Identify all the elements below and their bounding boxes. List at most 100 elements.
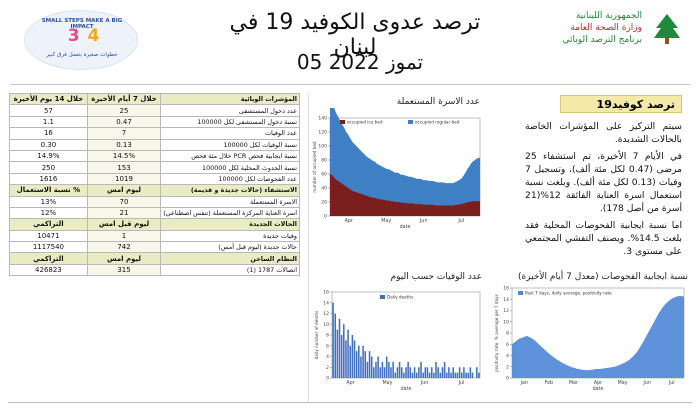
y-axis-label: positivity rate, % average per 7 days xyxy=(494,294,499,372)
death-bar xyxy=(469,367,472,378)
death-bar xyxy=(383,367,386,378)
death-bar xyxy=(332,302,334,378)
death-bar xyxy=(381,361,384,378)
summary-paragraph: في الأيام 7 الأخيرة، تم استشفاء 25 مرضى … xyxy=(525,151,682,214)
death-bar xyxy=(452,367,454,378)
death-bar xyxy=(471,372,474,378)
death-bar xyxy=(375,361,377,378)
death-bar xyxy=(407,361,409,378)
table-header-cell: ليوم امس xyxy=(86,184,162,197)
table-cell: الاسرة المستعملة xyxy=(160,195,300,208)
x-tick-label: May xyxy=(381,218,391,224)
death-bar xyxy=(343,324,345,378)
table-cell: عدد الوفيات xyxy=(160,127,300,140)
death-bar xyxy=(364,351,367,378)
positivity-chart-title: نسبة ايجابية الفحوصات (معدل 7 أيام الأخي… xyxy=(517,272,688,282)
table-header-cell: المؤشرات الوبائية xyxy=(160,92,300,106)
table-cell: 1019 xyxy=(86,172,162,186)
death-bar xyxy=(445,372,448,378)
indicators-table: المؤشرات الوبائية خلال 7 أيام الأخيرة خل… xyxy=(9,92,300,277)
death-bar xyxy=(413,367,416,378)
legend-label-regular: occupied regular bed xyxy=(415,120,460,125)
y-tick-label: 4 xyxy=(326,354,329,360)
y-tick-label: 2 xyxy=(506,364,509,370)
death-bar xyxy=(362,345,364,378)
logo-slogan-en: SMALL STEPS MAKE A BIG IMPACT xyxy=(41,18,123,30)
death-bar xyxy=(443,361,446,378)
x-tick-label: Mar xyxy=(569,380,578,386)
y-tick-label: 6 xyxy=(506,342,509,348)
x-tick-label: Jun xyxy=(420,380,429,386)
death-bar xyxy=(441,367,444,378)
y-tick-label: 120 xyxy=(318,130,327,136)
y-tick-label: 0 xyxy=(324,214,327,220)
table-header-cell: ليوم قبل امس xyxy=(86,218,162,231)
table-header-cell: % نسبة الاستعمال xyxy=(9,184,88,197)
table-row: عدد الفحوصات لكل 100000 1019 1616 xyxy=(9,172,300,186)
death-bar xyxy=(340,335,343,378)
death-bar xyxy=(336,329,339,378)
x-tick-label: May xyxy=(618,380,628,386)
table-row: اتصالات 1787 (1) 315 426823 xyxy=(9,263,300,277)
x-tick-label: Apr xyxy=(345,218,353,224)
table-cell: 1 xyxy=(86,229,162,243)
table-cell: 16 xyxy=(9,127,88,140)
legend-swatch-regular xyxy=(408,120,413,124)
death-bar xyxy=(351,335,354,378)
death-bar xyxy=(430,367,433,378)
x-tick-label: Jan xyxy=(520,380,528,386)
table-cell: 10471 xyxy=(9,229,88,243)
death-bar xyxy=(426,367,429,378)
summary-paragraph: اما نسبة ايجابية الفحوصات المحلية فقد بل… xyxy=(525,220,682,257)
table-cell: 57 xyxy=(9,104,88,117)
table-header-cell: الحالات الجديدة xyxy=(160,218,300,231)
table-cell: حالات جديدة (ليوم قبل أمس) xyxy=(160,241,300,254)
y-tick-label: 8 xyxy=(326,333,329,339)
table-cell: 14.5% xyxy=(86,149,162,163)
table-cell: وفيات جديدة xyxy=(160,229,300,243)
summary-heading: ترصد كوفيد19 xyxy=(560,95,682,113)
summary-text: سيتم التركيز على المؤشرات الخاصة بالحالا… xyxy=(525,120,682,262)
campaign-logo: SMALL STEPS MAKE A BIG IMPACT 3 4 خطوات … xyxy=(20,8,140,70)
x-tick-label: Apr xyxy=(346,380,354,386)
table-row: نسبة دخول المستشفى لكل 100000 0.47 1.1 xyxy=(9,115,300,129)
table-cell: 14.9% xyxy=(9,149,88,163)
death-bar xyxy=(420,361,422,378)
death-bar xyxy=(418,367,420,378)
death-bar xyxy=(411,372,414,378)
legend-label-positivity: Past 7 days, daily average, positivity r… xyxy=(525,291,612,296)
x-axis-label: date xyxy=(401,386,412,392)
table-cell: 12% xyxy=(9,206,88,220)
death-bar xyxy=(396,367,399,378)
ministry-line-3: برنامج الترصد الوبائي xyxy=(562,35,642,45)
table-cell: 1.1 xyxy=(9,115,88,129)
page-title: ترصد عدوى الكوفيد 19 في لبنان xyxy=(229,10,481,60)
x-axis-label: date xyxy=(400,224,411,230)
legend-swatch-icu xyxy=(340,120,345,124)
report-date: 05 تموز 2022 xyxy=(296,50,424,74)
y-tick-label: 12 xyxy=(503,308,509,314)
death-bar xyxy=(456,372,459,378)
table-cell: 21 xyxy=(86,206,162,220)
death-bar xyxy=(355,351,358,378)
y-tick-label: 16 xyxy=(323,290,329,296)
death-bar xyxy=(478,372,480,378)
beds-chart-title: عدد الاسرة المستعملة xyxy=(396,97,480,107)
death-bar xyxy=(345,340,347,378)
y-tick-label: 8 xyxy=(506,331,509,337)
x-tick-label: Feb xyxy=(545,380,554,386)
table-cell: 250 xyxy=(9,161,88,174)
table-cell: 0.13 xyxy=(86,138,162,151)
table-cell: 153 xyxy=(86,161,162,174)
table-cell: نسبة دخول المستشفى لكل 100000 xyxy=(160,115,300,129)
table-row: عدد الوفيات 7 16 xyxy=(9,127,300,140)
table-cell: اسرة العناية المركزة المستعملة (تنفس اصط… xyxy=(160,206,300,220)
table-cell: 1117540 xyxy=(9,241,88,254)
table-header-cell: خلال 14 يوم الأخيرة xyxy=(9,92,88,106)
table-cell: 0.30 xyxy=(9,138,88,151)
death-bar xyxy=(366,361,369,378)
x-tick-label: Jul xyxy=(457,218,464,224)
table-row: نسبة الحدوث المحلية لكل 100000 153 250 xyxy=(9,161,300,174)
x-tick-label: Apr xyxy=(594,380,602,386)
table-header-cell: التراكمي xyxy=(9,252,88,265)
